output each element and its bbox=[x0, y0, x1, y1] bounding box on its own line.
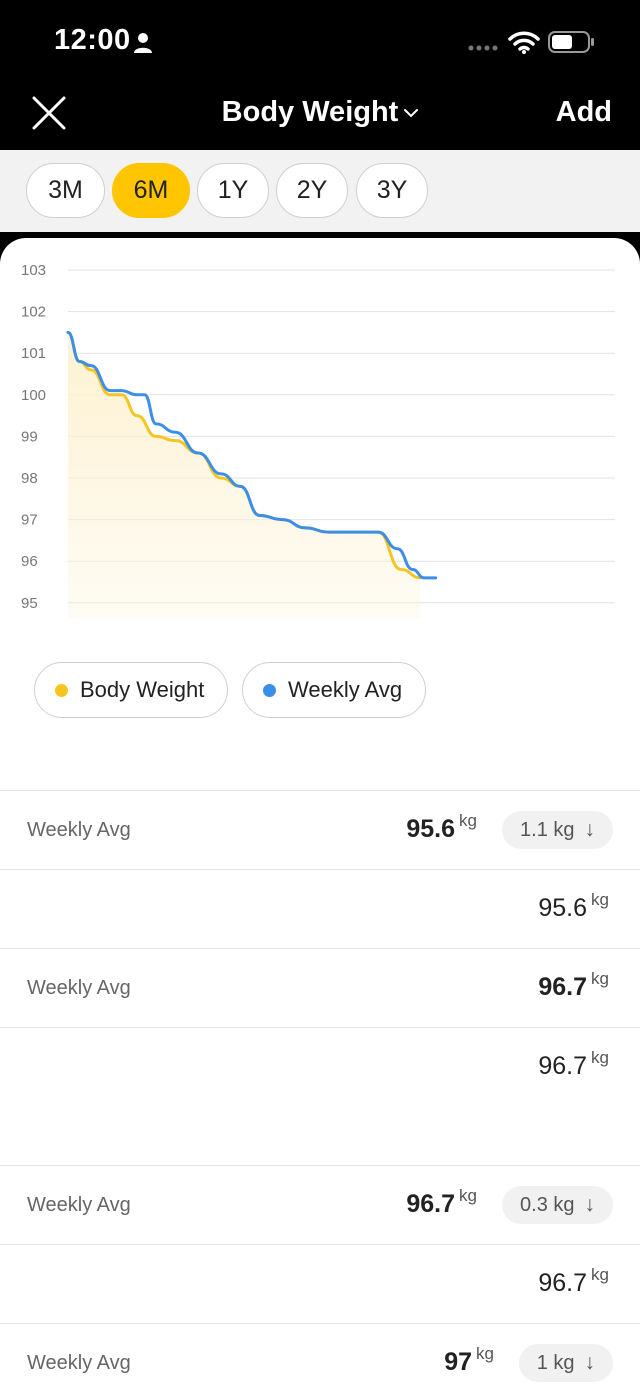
row-value: 96.7 kg bbox=[538, 1048, 609, 1080]
y-tick-label: 101 bbox=[21, 345, 46, 362]
y-tick-label: 97 bbox=[21, 512, 38, 529]
weight-chart: 103 102 101 100 99 98 97 96 95 bbox=[21, 262, 615, 618]
arrow-down-icon: ↓ bbox=[584, 1193, 596, 1216]
legend-label: Body Weight bbox=[80, 677, 205, 702]
row-value: 97 kg bbox=[444, 1344, 494, 1376]
add-button[interactable]: Add bbox=[555, 96, 612, 128]
range-1y-button[interactable]: 1Y bbox=[197, 163, 269, 218]
delta-badge: 1 kg ↓ bbox=[518, 1344, 613, 1382]
page-title-dropdown[interactable]: Body Weight bbox=[0, 96, 640, 129]
legend-dot-body-weight bbox=[55, 683, 68, 697]
status-time: 12:00 bbox=[54, 24, 131, 56]
y-tick-label: 100 bbox=[21, 387, 46, 404]
weight-list: Weekly Avg 95.6 kg 1.1 kg ↓ 95.6 kg Weekly … bbox=[0, 790, 640, 1385]
list-item[interactable]: Weekly Avg 96.7 kg bbox=[0, 948, 640, 1027]
list-item[interactable]: 95.6 kg bbox=[0, 869, 640, 948]
row-value: 96.7 kg bbox=[538, 969, 609, 1001]
list-item[interactable]: Weekly Avg 96.7 kg 0.3 kg ↓ bbox=[0, 1165, 640, 1244]
legend-dot-weekly-avg bbox=[263, 683, 276, 697]
person-icon bbox=[134, 33, 152, 53]
y-tick-label: 95 bbox=[21, 595, 38, 612]
y-tick-label: 102 bbox=[21, 304, 46, 321]
y-tick-label: 99 bbox=[21, 428, 38, 445]
series-area-0 bbox=[68, 332, 421, 618]
legend-weekly-avg[interactable]: Weekly Avg bbox=[242, 662, 426, 718]
list-item[interactable]: Weekly Avg 95.6 kg 1.1 kg ↓ bbox=[0, 790, 640, 869]
page-title: Body Weight bbox=[221, 96, 399, 128]
signal-icon bbox=[468, 45, 498, 51]
row-value: 96.7 kg bbox=[406, 1186, 477, 1218]
delta-badge: 0.3 kg ↓ bbox=[502, 1186, 613, 1224]
delta-badge: 1.1 kg ↓ bbox=[502, 811, 613, 849]
row-label: Weekly Avg bbox=[27, 1194, 131, 1216]
list-item[interactable]: 96.7 kg bbox=[0, 1027, 640, 1165]
row-value: 95.6 kg bbox=[406, 811, 477, 843]
battery-icon bbox=[548, 31, 594, 53]
series-line-weekly-avg bbox=[66, 330, 438, 580]
range-2y-button[interactable]: 2Y bbox=[276, 163, 348, 218]
top-bar: 12:00 Body Weight Add bbox=[0, 0, 640, 150]
row-label: Weekly Avg bbox=[27, 819, 131, 841]
row-value: 96.7 kg bbox=[538, 1265, 609, 1297]
wifi-icon bbox=[508, 31, 540, 54]
close-button[interactable] bbox=[30, 94, 68, 132]
arrow-down-icon: ↓ bbox=[584, 818, 596, 841]
row-label: Weekly Avg bbox=[27, 1352, 131, 1374]
legend-label: Weekly Avg bbox=[288, 677, 403, 702]
range-selector: 3M 6M 1Y 2Y 3Y bbox=[0, 150, 640, 232]
chevron-down-icon bbox=[404, 109, 419, 118]
row-value: 95.6 kg bbox=[538, 890, 609, 922]
list-item[interactable]: 96.7 kg bbox=[0, 1244, 640, 1323]
y-tick-label: 98 bbox=[21, 470, 38, 487]
range-3y-button[interactable]: 3Y bbox=[356, 163, 428, 218]
row-label: Weekly Avg bbox=[27, 977, 131, 999]
list-item[interactable]: Weekly Avg 97 kg 1 kg ↓ bbox=[0, 1323, 640, 1385]
y-tick-label: 103 bbox=[21, 262, 46, 279]
range-3m-button[interactable]: 3M bbox=[26, 163, 105, 218]
y-tick-label: 96 bbox=[21, 553, 38, 570]
legend-body-weight[interactable]: Body Weight bbox=[34, 662, 228, 718]
arrow-down-icon: ↓ bbox=[584, 1351, 596, 1374]
range-6m-button[interactable]: 6M bbox=[112, 163, 190, 218]
